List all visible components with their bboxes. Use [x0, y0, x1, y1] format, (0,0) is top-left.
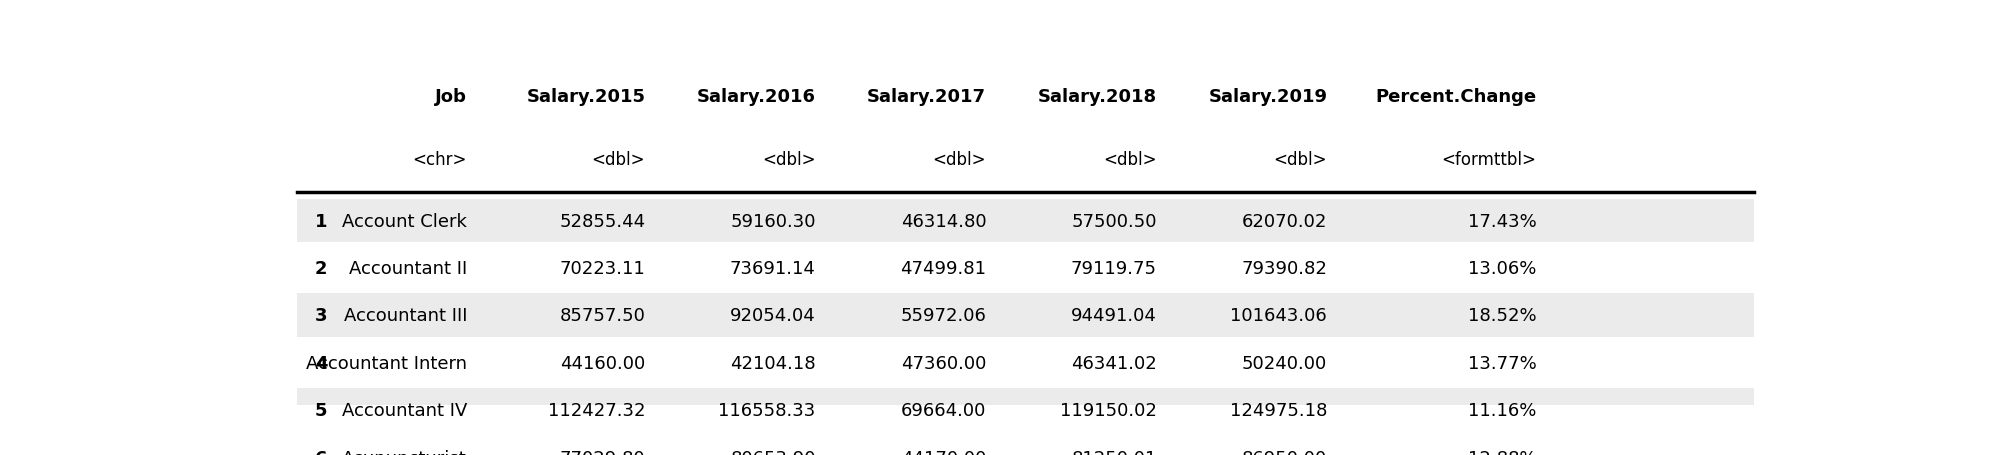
Text: <dbl>: <dbl>: [1274, 151, 1328, 169]
Text: 13.06%: 13.06%: [1468, 259, 1536, 277]
Text: 47360.00: 47360.00: [900, 354, 986, 372]
Text: 12.88%: 12.88%: [1468, 449, 1536, 455]
Text: 116558.33: 116558.33: [718, 401, 816, 419]
Text: <dbl>: <dbl>: [1104, 151, 1156, 169]
Text: 124975.18: 124975.18: [1230, 401, 1328, 419]
Text: 46314.80: 46314.80: [900, 212, 986, 230]
Text: Accountant Intern: Accountant Intern: [306, 354, 468, 372]
FancyBboxPatch shape: [296, 199, 1754, 243]
Text: Salary.2018: Salary.2018: [1038, 88, 1156, 106]
Text: 101643.06: 101643.06: [1230, 307, 1328, 324]
Text: 6: 6: [316, 449, 328, 455]
Text: 4: 4: [316, 354, 328, 372]
Text: <dbl>: <dbl>: [762, 151, 816, 169]
Text: Salary.2017: Salary.2017: [868, 88, 986, 106]
Text: 73691.14: 73691.14: [730, 259, 816, 277]
Text: 11.16%: 11.16%: [1468, 401, 1536, 419]
Text: 1: 1: [316, 212, 328, 230]
Text: 70223.11: 70223.11: [560, 259, 646, 277]
FancyBboxPatch shape: [296, 389, 1754, 432]
Text: 50240.00: 50240.00: [1242, 354, 1328, 372]
Text: 80653.90: 80653.90: [730, 449, 816, 455]
Text: <dbl>: <dbl>: [592, 151, 646, 169]
FancyBboxPatch shape: [296, 247, 1754, 290]
Text: 69664.00: 69664.00: [900, 401, 986, 419]
Text: 62070.02: 62070.02: [1242, 212, 1328, 230]
Text: 46341.02: 46341.02: [1072, 354, 1156, 372]
Text: 77029.80: 77029.80: [560, 449, 646, 455]
Text: 52855.44: 52855.44: [560, 212, 646, 230]
Text: 55972.06: 55972.06: [900, 307, 986, 324]
Text: 44170.00: 44170.00: [900, 449, 986, 455]
Text: 94491.04: 94491.04: [1070, 307, 1156, 324]
Text: Salary.2016: Salary.2016: [696, 88, 816, 106]
Text: 13.77%: 13.77%: [1468, 354, 1536, 372]
Text: 79119.75: 79119.75: [1070, 259, 1156, 277]
Text: Salary.2015: Salary.2015: [526, 88, 646, 106]
FancyBboxPatch shape: [296, 294, 1754, 337]
FancyBboxPatch shape: [296, 341, 1754, 384]
Text: 47499.81: 47499.81: [900, 259, 986, 277]
Text: 85757.50: 85757.50: [560, 307, 646, 324]
Text: Salary.2019: Salary.2019: [1208, 88, 1328, 106]
Text: Acupuncturist: Acupuncturist: [342, 449, 468, 455]
Text: 42104.18: 42104.18: [730, 354, 816, 372]
FancyBboxPatch shape: [296, 436, 1754, 455]
Text: Account Clerk: Account Clerk: [342, 212, 468, 230]
Text: 112427.32: 112427.32: [548, 401, 646, 419]
Text: 92054.04: 92054.04: [730, 307, 816, 324]
Text: Accountant IV: Accountant IV: [342, 401, 468, 419]
Text: 44160.00: 44160.00: [560, 354, 646, 372]
Text: Accountant II: Accountant II: [348, 259, 468, 277]
Text: <chr>: <chr>: [412, 151, 468, 169]
Text: 59160.30: 59160.30: [730, 212, 816, 230]
Text: 79390.82: 79390.82: [1242, 259, 1328, 277]
Text: Percent.Change: Percent.Change: [1376, 88, 1536, 106]
Text: 81250.01: 81250.01: [1072, 449, 1156, 455]
Text: 17.43%: 17.43%: [1468, 212, 1536, 230]
Text: Job: Job: [436, 88, 468, 106]
Text: 2: 2: [316, 259, 328, 277]
Text: 86950.00: 86950.00: [1242, 449, 1328, 455]
Text: 57500.50: 57500.50: [1072, 212, 1156, 230]
Text: <dbl>: <dbl>: [932, 151, 986, 169]
Text: 5: 5: [316, 401, 328, 419]
Text: 18.52%: 18.52%: [1468, 307, 1536, 324]
Text: 3: 3: [316, 307, 328, 324]
Text: <formttbl>: <formttbl>: [1442, 151, 1536, 169]
Text: Accountant III: Accountant III: [344, 307, 468, 324]
Text: 119150.02: 119150.02: [1060, 401, 1156, 419]
